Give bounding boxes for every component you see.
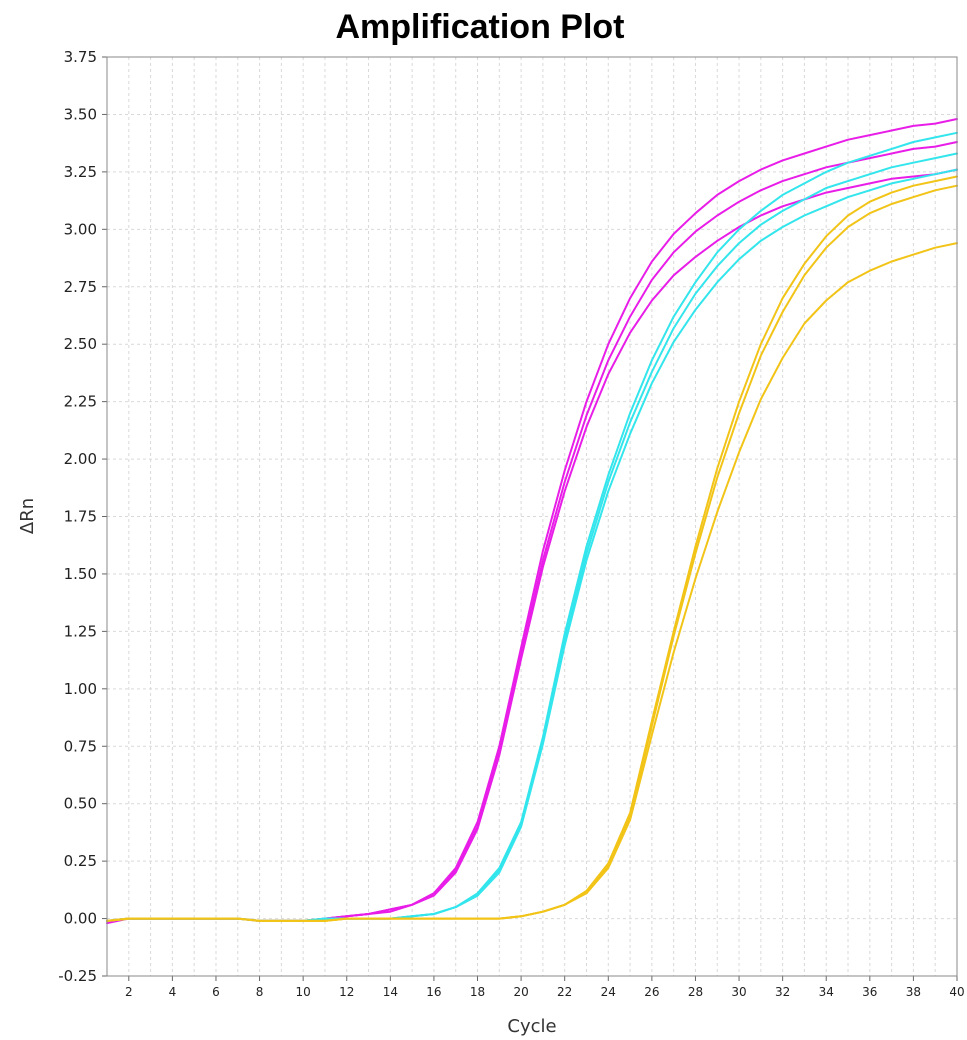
y-tick-label: 1.50 [64, 565, 97, 583]
x-tick-label: 30 [731, 985, 746, 999]
y-tick-label: 3.00 [64, 220, 97, 238]
x-tick-label: 12 [339, 985, 354, 999]
plot-series [106, 118, 958, 925]
y-tick-label: 2.50 [64, 335, 97, 353]
y-tick-label: 2.75 [64, 278, 97, 296]
y-tick-label: 0.75 [64, 737, 97, 755]
series-line-9 [106, 242, 958, 922]
x-tick-label: 8 [256, 985, 264, 999]
x-tick-label: 40 [949, 985, 964, 999]
series-line-3 [106, 168, 958, 925]
y-tick-label: 1.25 [64, 622, 97, 640]
x-tick-label: 28 [688, 985, 703, 999]
x-tick-label: 2 [125, 985, 133, 999]
y-tick-label: 0.00 [64, 910, 97, 928]
y-tick-label: 0.50 [64, 795, 97, 813]
x-tick-label: 22 [557, 985, 572, 999]
x-tick-label: 26 [644, 985, 659, 999]
x-tick-label: 6 [212, 985, 220, 999]
series-line-7 [106, 175, 958, 922]
y-axis-label: ΔRn [17, 498, 38, 534]
series-line-4 [106, 131, 958, 922]
y-tick-label: 2.25 [64, 393, 97, 411]
chart-title: Amplification Plot [336, 8, 625, 46]
x-tick-label: 34 [819, 985, 834, 999]
x-tick-label: 36 [862, 985, 877, 999]
y-tick-label: 3.25 [64, 163, 97, 181]
y-tick-label: 3.50 [64, 105, 97, 123]
x-tick-label: 32 [775, 985, 790, 999]
y-tick-label: 3.75 [64, 48, 97, 66]
y-tick-label: 2.00 [64, 450, 97, 468]
x-tick-label: 18 [470, 985, 485, 999]
y-tick-label: -0.25 [58, 967, 97, 985]
x-tick-label: 4 [169, 985, 177, 999]
x-axis-label: Cycle [507, 1016, 556, 1037]
y-tick-label: 1.75 [64, 508, 97, 526]
x-tick-label: 24 [601, 985, 616, 999]
y-tick-label: 0.25 [64, 852, 97, 870]
x-tick-label: 38 [906, 985, 921, 999]
x-tick-label: 16 [426, 985, 441, 999]
series-line-1 [106, 118, 958, 922]
series-line-6 [106, 168, 958, 922]
x-tick-label: 10 [296, 985, 311, 999]
x-tick-label: 20 [513, 985, 528, 999]
y-tick-label: 1.00 [64, 680, 97, 698]
plot-frame [106, 56, 958, 977]
x-tick-label: 14 [383, 985, 398, 999]
grid-lines [107, 57, 957, 976]
series-line-5 [106, 152, 958, 922]
axis-ticks: -0.25 0.00 0.25 0.50 0.75 1.00 1.25 1.50 1.75 2.0… [58, 48, 964, 999]
series-line-8 [106, 184, 958, 922]
